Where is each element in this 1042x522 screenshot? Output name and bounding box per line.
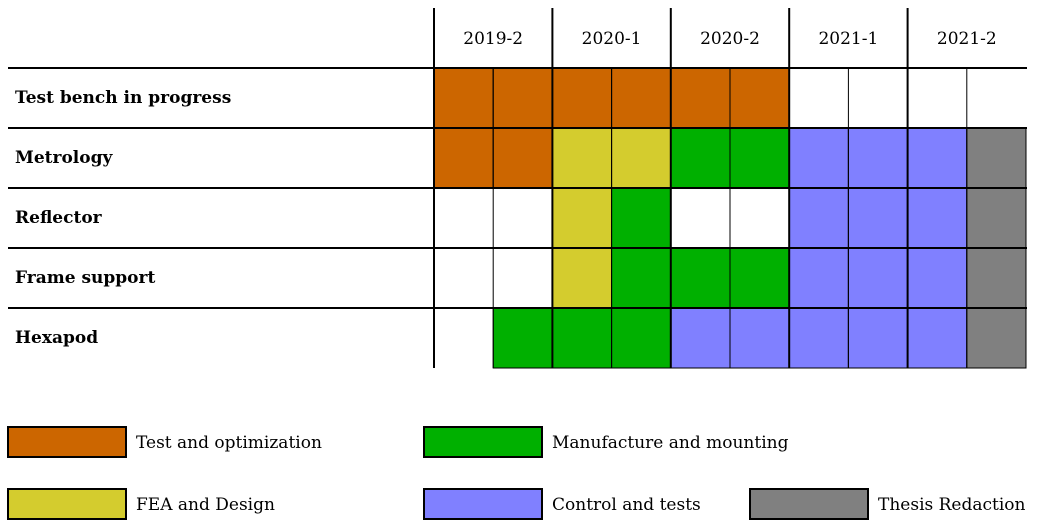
legend-label: Control and tests [552,495,701,515]
task-cell [729,127,790,189]
task-cell [847,127,909,189]
legend-label: FEA and Design [136,495,275,515]
task-cell [551,247,613,309]
task-cell [907,187,968,249]
task-cell [611,67,672,129]
task-cell [670,247,731,309]
row-label: Reflector [15,208,103,228]
row-label: Metrology [15,148,113,168]
grid-lines [8,8,1027,368]
task-cell [551,307,613,369]
task-cell [788,127,849,189]
task-cell [966,187,1027,249]
row-label: Frame support [15,268,155,288]
task-cell [788,247,849,309]
task-cell [729,247,790,309]
legend-swatch [423,426,543,458]
task-cell [966,127,1027,189]
legend: Test and optimization Manufacture and mou… [7,426,1026,520]
task-cell [907,247,968,309]
period-label: 2019-2 [463,29,523,49]
legend-swatch [749,488,869,520]
task-cell [729,67,790,129]
task-cell [433,67,494,129]
legend-label: Thesis Redaction [878,495,1026,515]
legend-swatch [423,488,543,520]
period-label: 2021-1 [818,29,878,49]
row-label: Test bench in progress [15,88,231,108]
task-cell [492,67,553,129]
task-cell [788,307,849,369]
task-cell [847,247,909,309]
labels-layer: 2019-2 2020-1 2020-2 2021-1 2021-2 Test bench… [15,29,997,348]
legend-swatch [7,488,127,520]
task-cell [611,307,672,369]
task-cell [907,127,968,189]
task-cell [847,187,909,249]
task-cell [966,307,1027,369]
task-cell [788,187,849,249]
task-cell [847,307,909,369]
period-label: 2020-2 [700,29,760,49]
task-cell [611,187,672,249]
legend-label: Test and optimization [136,433,322,453]
task-cell [492,307,553,369]
task-cell [551,127,613,189]
task-cell [670,307,731,369]
task-cell [670,67,731,129]
task-cell [433,127,494,189]
task-cell [670,127,731,189]
task-cell [551,187,613,249]
task-cell [611,247,672,309]
row-label: Hexapod [15,328,98,348]
legend-label: Manufacture and mounting [552,433,789,453]
task-cell [907,307,968,369]
task-cell [492,127,553,189]
period-label: 2020-1 [582,29,642,49]
task-cell [966,247,1027,309]
legend-swatch [7,426,127,458]
period-label: 2021-2 [937,29,997,49]
task-cell [551,67,613,129]
task-cell [611,127,672,189]
task-cell [729,307,790,369]
